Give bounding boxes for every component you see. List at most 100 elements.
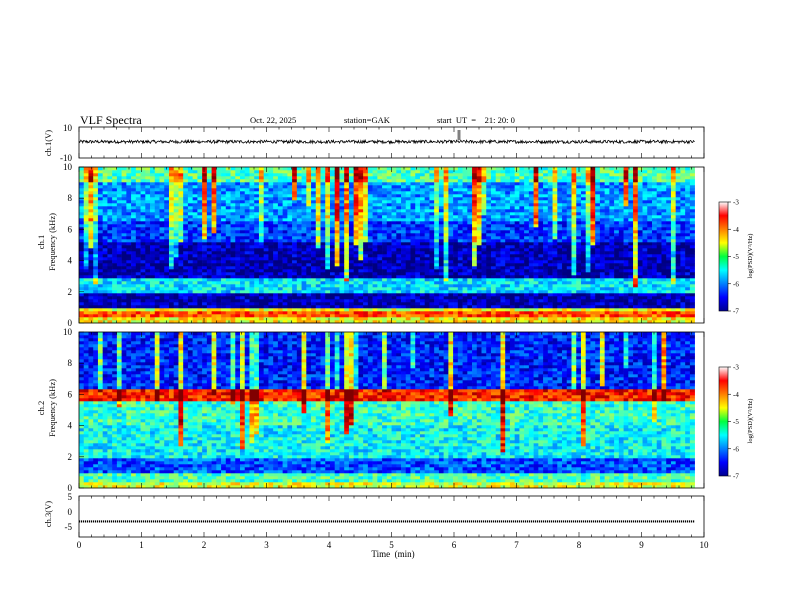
ch1-spectrogram-cell — [178, 194, 184, 198]
ch1-spectrogram-cell — [325, 251, 331, 255]
ch1-spectrogram-cell — [221, 299, 227, 303]
ch1-spectrogram-cell — [424, 206, 430, 210]
ch1-spectrogram-cell — [311, 284, 317, 288]
ch1-spectrogram-cell — [505, 311, 511, 315]
ch1-spectrogram-cell — [363, 227, 369, 231]
ch1-spectrogram-cell — [453, 290, 459, 294]
ch1-spectrogram-cell — [225, 224, 231, 228]
ch1-spectrogram-cell — [424, 182, 430, 186]
ch1-spectrogram-cell — [216, 176, 222, 180]
ch1-spectrogram-cell — [145, 248, 151, 252]
ch1-spectrogram-cell — [372, 293, 378, 297]
ch1-spectrogram-cell — [405, 197, 411, 201]
ch1-spectrogram-cell — [183, 236, 189, 240]
ch1-spectrogram-cell — [126, 197, 132, 201]
ch1-spectrogram-cell — [448, 200, 454, 204]
ch1-spectrogram-cell — [472, 215, 478, 219]
ch1-spectrogram-cell — [159, 293, 165, 297]
ch1-spectrogram-cell — [107, 254, 113, 258]
ch1-spectrogram-cell — [88, 191, 94, 195]
ch1-spectrogram-cell — [268, 230, 274, 234]
ch1-spectrogram-cell — [164, 179, 170, 183]
ch1-spectrogram-cell — [79, 275, 85, 279]
ch1-spectrogram-cell — [168, 299, 175, 303]
ch1-spectrogram-cell — [372, 317, 378, 321]
ch1-spectrogram-cell — [367, 212, 373, 216]
ch1-spectrogram-cell — [306, 224, 312, 228]
ch1-spectrogram-cell — [79, 251, 85, 255]
ch1-spectrogram-cell — [268, 206, 274, 210]
ch1-spectrogram-cell — [135, 263, 141, 267]
ch1-spectrogram-cell — [519, 188, 525, 192]
ch1-spectrogram-cell — [102, 212, 108, 216]
ch1-spectrogram-cell — [277, 230, 283, 234]
ch1-spectrogram-cell — [377, 317, 383, 321]
ch1-spectrogram-cell — [244, 293, 250, 297]
ch1-spectrogram-cell — [438, 251, 444, 255]
ch1-spectrogram-cell — [457, 281, 463, 285]
ch1-spectrogram-cell — [348, 245, 354, 249]
ch1-spectrogram-cell — [481, 191, 487, 195]
ch1-spectrogram-cell — [519, 236, 525, 240]
ch1-ytick-bottom: -10 — [60, 153, 72, 163]
ch1-spectrogram-cell — [225, 263, 231, 267]
ch1-spectrogram-cell — [131, 257, 137, 261]
ch1-spectrogram-cell — [353, 248, 359, 252]
ch1-spectrogram-cell — [495, 218, 501, 222]
ch1-spectrogram-cell — [358, 290, 364, 294]
ch1-spectrogram-cell — [282, 182, 288, 186]
ch1-spectrogram-cell — [438, 257, 444, 261]
ch1-spectrogram-cell — [258, 188, 264, 192]
ch1-spectrogram-cell — [221, 206, 227, 210]
ch1-spectrogram-cell — [107, 248, 113, 252]
ch1-spectrogram-cell — [140, 302, 146, 306]
ch1-spectrogram-cell — [273, 251, 279, 255]
ch1-spectrogram-cell — [277, 305, 283, 309]
ch1-spectrogram-cell — [377, 296, 383, 300]
ch1-spectrogram-cell — [277, 227, 283, 231]
ch1-spectrogram-cell — [79, 209, 85, 213]
ch1-spectrogram-cell — [107, 197, 113, 201]
ch1-spectrogram-cell — [505, 170, 511, 174]
ch1-spectrogram-cell — [150, 287, 156, 291]
ch1-spectrogram-cell — [244, 215, 250, 219]
ch1-spectrogram-cell — [173, 245, 179, 249]
ch1-spectrogram-cell — [145, 314, 151, 318]
ch1-spectrogram-cell — [476, 227, 482, 231]
ch1-spectrogram-cell — [438, 182, 444, 186]
ch1-spectrogram-cell — [183, 299, 189, 303]
ch1-spectrogram-cell — [358, 320, 364, 324]
ch1-spectrogram-cell — [277, 317, 283, 321]
ch1-spectrogram-cell — [211, 299, 217, 303]
ch1-spectrogram-cell — [500, 194, 506, 198]
ch1-spectrogram-cell — [287, 224, 293, 228]
ch1-spectrogram-cell — [415, 230, 421, 234]
ch1-spectrogram-cell — [472, 191, 478, 195]
ch1-spectrogram-cell — [197, 305, 203, 309]
ch1-spectrogram-cell — [424, 311, 430, 315]
ch1-spectrogram-cell — [282, 179, 288, 183]
ch1-spectrogram-cell — [514, 227, 520, 231]
ch1-spectrogram-cell — [197, 302, 203, 306]
ch1-spectrogram-cell — [244, 311, 250, 315]
ch1-spectrogram-cell — [443, 197, 449, 201]
ch1-spectrogram-cell — [358, 242, 364, 246]
ch1-spectrogram-cell — [453, 206, 459, 210]
ch1-spectrogram-cell — [311, 179, 317, 183]
ch1-spectrogram-cell — [249, 272, 255, 276]
ch1-spectrogram-cell — [491, 212, 497, 216]
ch1-spectrogram-cell — [344, 236, 350, 240]
ch1-spectrogram-cell — [216, 170, 222, 174]
ch1-spectrogram-cell — [292, 287, 298, 291]
ch1-spectrogram-cell — [495, 221, 501, 225]
ch1-spectrogram-cell — [329, 302, 336, 306]
ch1-spectrogram-cell — [358, 209, 364, 213]
ch1-spectrogram-cell — [386, 167, 392, 171]
ch1-spectrogram-cell — [168, 170, 175, 174]
ch1-spectrogram-cell — [107, 290, 113, 294]
ch1-spectrogram-cell — [339, 287, 345, 291]
ch1-spectrogram-cell — [472, 266, 478, 270]
ch1-spectrogram-cell — [206, 314, 212, 318]
ch1-spectrogram-cell — [178, 272, 184, 276]
ch1-spectrogram-cell — [211, 281, 217, 285]
